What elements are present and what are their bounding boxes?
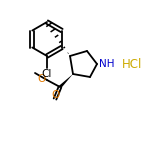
Text: Cl: Cl	[42, 69, 52, 79]
Polygon shape	[59, 74, 73, 88]
Text: HCl: HCl	[122, 57, 142, 71]
Text: O: O	[51, 90, 59, 100]
Text: O: O	[38, 74, 46, 84]
Text: NH: NH	[99, 59, 114, 69]
